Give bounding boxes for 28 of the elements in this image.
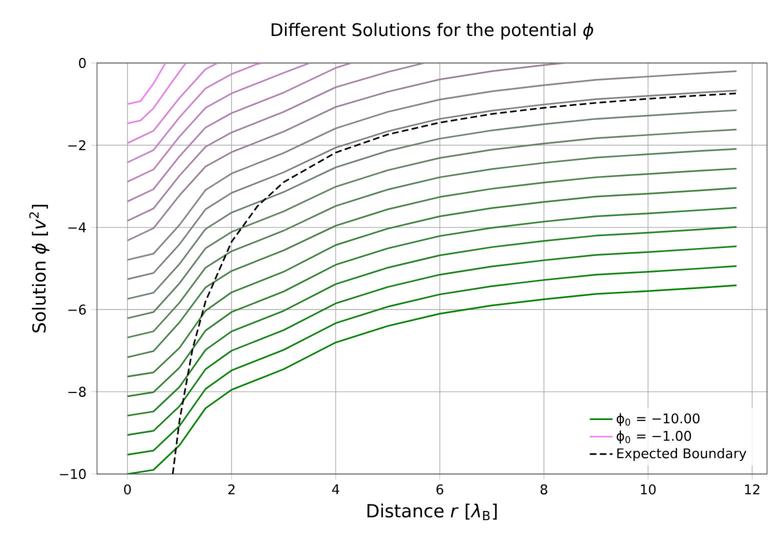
line-series [126,62,352,202]
x-tick-label: 2 [228,484,234,494]
line-series [126,62,218,144]
y-tick-label: −10 [60,468,86,480]
x-tick-label: 0 [124,484,131,494]
x-tick-label: 4 [332,484,340,494]
legend-label: Expected Boundary [617,448,746,461]
y-axis-title: Solution ϕ [v$^{2}$] [29,204,50,332]
x-tick-label: 6 [436,484,444,494]
line-series [126,62,566,242]
y-tick-label: −2 [68,140,86,150]
y-tick-label: 0 [79,58,86,68]
y-tick-label: −4 [68,222,86,232]
legend-label: ϕ$_{0}$ = −10.00 [616,413,700,426]
chart-title: Different Solutions for the potential ϕ [272,22,594,40]
line-series [126,62,166,105]
x-tick-label: 8 [540,484,548,494]
line-series [126,62,425,222]
line-series [126,206,738,398]
y-tick-label: −6 [68,304,86,315]
line-series [126,62,310,183]
line-series [126,62,187,124]
legend-label: ϕ$_{0}$ = −1.00 [616,430,692,444]
x-tick-label: 10 [641,484,656,494]
y-tick-label: −8 [68,386,86,397]
x-tick-label: 12 [745,484,760,494]
x-axis-title: Distance r [λ$_{B}$] [368,504,497,520]
line-series [126,62,264,164]
